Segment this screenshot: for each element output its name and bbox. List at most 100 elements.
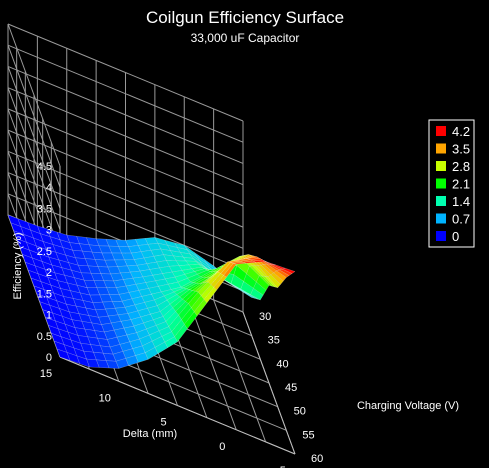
x-tick-label: -5 (276, 465, 286, 468)
tick-labels: 00.511.522.533.544.5151050-5303540455055… (37, 161, 324, 468)
surface-patch (80, 343, 94, 353)
x-tick-label: 5 (160, 417, 166, 429)
z-tick-label: 3 (46, 225, 52, 237)
chart-title: Coilgun Efficiency Surface (146, 8, 344, 27)
surface-patch (68, 262, 82, 274)
legend-label: 1.4 (452, 194, 470, 209)
z-tick-label: 2.5 (37, 246, 52, 258)
surface-patch (56, 348, 71, 361)
surface-patch (108, 245, 122, 254)
surface-patch (135, 352, 149, 363)
surface-patch (99, 345, 114, 355)
surface-patch (81, 320, 95, 331)
surface-patch (179, 289, 193, 300)
y-axis-line (242, 311, 296, 455)
surface-patch (114, 307, 129, 316)
surface-patch (99, 294, 113, 303)
surface-patch (174, 274, 189, 283)
surface-patch (168, 265, 183, 273)
y-tick-label: 55 (302, 429, 314, 441)
surface-patch (76, 355, 90, 368)
surface-patch (167, 244, 181, 253)
surface-patch (158, 283, 172, 293)
legend-label: 2.1 (452, 177, 470, 192)
surface-patch (46, 296, 60, 309)
surface-patch (137, 244, 152, 252)
surface-patch (61, 267, 75, 279)
surface-patch (73, 277, 88, 289)
surface-patch (251, 259, 267, 263)
surface-patch (135, 282, 149, 291)
surface-patch (42, 309, 56, 322)
legend-swatch (436, 178, 446, 189)
surface-patch (117, 265, 131, 274)
surface-patch (136, 263, 151, 272)
surface-patch (244, 292, 258, 300)
z-tick-label: 3.5 (37, 203, 52, 215)
surface-patch (10, 222, 25, 235)
legend-swatch (436, 196, 446, 206)
legend-label: 0 (452, 229, 459, 244)
surface-patch (213, 275, 227, 291)
legend-swatch (436, 231, 446, 241)
surface-patch (176, 288, 191, 298)
surface-patch (115, 285, 130, 295)
surface-patch (133, 257, 148, 266)
surface-patch (150, 248, 164, 257)
surface-patch (181, 268, 196, 275)
surface-patch (85, 307, 99, 318)
surface-patch (171, 319, 185, 338)
legend-label: 0.7 (452, 212, 470, 227)
surface-patch (79, 292, 94, 303)
surface-patch (262, 259, 276, 266)
z-tick-label: 4 (46, 182, 52, 194)
legend-swatch (436, 161, 446, 171)
surface-patch (272, 264, 287, 270)
surface-patch (84, 258, 99, 267)
surface-patch (174, 323, 188, 343)
surface-patch (188, 282, 203, 291)
surface-patch (93, 351, 107, 361)
z-tick-label: 0.5 (37, 331, 52, 343)
surface-patch (105, 307, 119, 317)
surface-patch (159, 303, 174, 317)
surface-patch (161, 331, 175, 343)
surface-patch (193, 298, 208, 317)
y-tick-label: 40 (276, 358, 288, 370)
surface-patch (95, 359, 110, 369)
surface-patch (144, 347, 159, 360)
surface-patch (120, 271, 134, 280)
y-tick-label: 30 (259, 311, 271, 323)
y-tick-label: 60 (311, 453, 323, 465)
surface-patch (75, 305, 90, 316)
x-tick-label: 10 (99, 392, 111, 404)
surface-patch (191, 266, 206, 272)
surface-patch (149, 267, 163, 276)
y-tick-label: 45 (285, 382, 297, 394)
surface-patch (159, 266, 173, 274)
surface-patch (146, 324, 160, 336)
surface-patch (115, 358, 129, 369)
legend: 4.2 3.5 2.8 2.1 1.4 0.7 0 (428, 119, 475, 248)
z-axis-label: Efficiency (%) (12, 232, 24, 299)
chart-subtitle: 33,000 uF Capacitor (191, 31, 300, 45)
y-tick-label: 50 (294, 406, 306, 418)
surface-patch (50, 284, 64, 297)
surface-patch (137, 308, 151, 318)
x-axis-line (59, 356, 296, 455)
surface-patch (53, 340, 68, 353)
surface-patch (103, 329, 118, 340)
x-tick-label: 0 (219, 441, 225, 453)
surface-patch (270, 272, 284, 285)
surface-patch (92, 301, 106, 311)
surface-patch (202, 273, 216, 284)
x-axis-label: Delta (mm) (123, 428, 177, 440)
legend-label: 3.5 (452, 142, 470, 157)
legend-swatch (436, 213, 446, 224)
surface-patch (139, 269, 153, 278)
legend-label: 4.2 (452, 124, 470, 139)
surface-patch (117, 313, 132, 322)
z-tick-label: 2 (46, 267, 52, 279)
surface-patch (143, 256, 157, 264)
